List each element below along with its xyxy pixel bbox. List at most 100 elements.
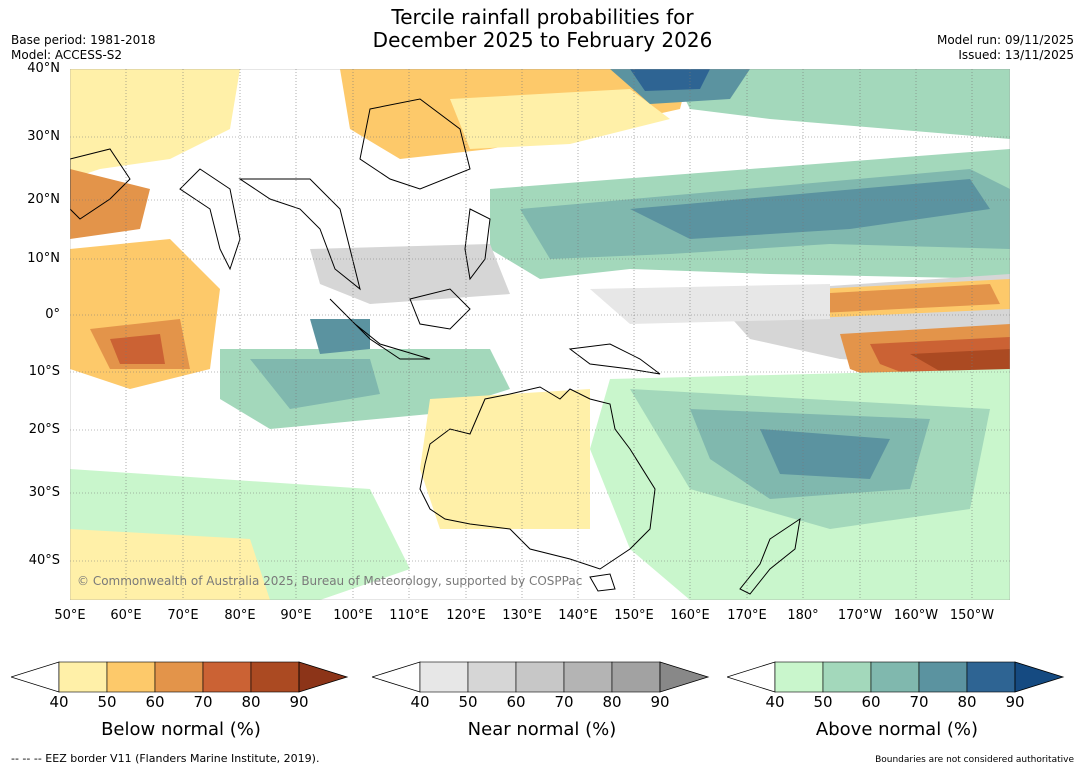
latitude-label: 10°N: [27, 251, 60, 266]
longitude-label: 90°E: [280, 608, 312, 623]
latitude-label: 40°S: [28, 553, 60, 568]
latitude-label: 20°S: [28, 422, 60, 437]
below-region: [110, 334, 165, 364]
longitude-label: 50°E: [54, 608, 86, 623]
colorbar-tick: 70: [554, 693, 574, 711]
longitude-label: 150°E: [614, 608, 654, 623]
colorbar-high-extend: [1014, 661, 1065, 693]
colorbar-swatch: [202, 661, 252, 693]
colorbar-tick: 90: [1005, 693, 1025, 711]
meta-right: Model run: 09/11/2025 Issued: 13/11/2025: [937, 33, 1074, 63]
colorbar-title: Above normal (%): [815, 719, 979, 740]
colorbar-tick: 60: [861, 693, 881, 711]
base-period: Base period: 1981-2018: [11, 33, 156, 47]
above-region: [630, 179, 990, 239]
colorbar-swatch: [774, 661, 824, 693]
colorbar-tick: 60: [506, 693, 526, 711]
colorbar-swatch: [870, 661, 920, 693]
below-region: [70, 69, 240, 179]
colorbar-swatch: [154, 661, 204, 693]
colorbar-tick: 90: [289, 693, 309, 711]
colorbar-swatch: [467, 661, 517, 693]
colorbar-tick: 70: [193, 693, 213, 711]
near-region: [590, 284, 830, 324]
colorbar-swatch: [918, 661, 968, 693]
colorbar-tick: 80: [241, 693, 261, 711]
above-region: [250, 359, 380, 409]
latitude-label: 40°N: [27, 61, 60, 76]
longitude-label: 100°E: [333, 608, 373, 623]
above-region: [760, 429, 890, 479]
longitude-label: 110°E: [389, 608, 429, 623]
colorbar-swatch: [563, 661, 613, 693]
australia-coast: [419, 386, 656, 570]
sumatra-java-coast: [329, 298, 431, 360]
below-region: [420, 389, 590, 529]
longitude-label: 170°E: [727, 608, 767, 623]
colorbar: [727, 661, 1065, 693]
colorbar-tick: 90: [650, 693, 670, 711]
boundaries-disclaimer: Boundaries are not considered authoritat…: [875, 755, 1074, 765]
longitude-label: 170°W: [837, 608, 883, 623]
colorbar-tick: 80: [602, 693, 622, 711]
colorbar-tick: 70: [909, 693, 929, 711]
issued-date: Issued: 13/11/2025: [958, 48, 1074, 62]
latitude-label: 30°S: [28, 485, 60, 500]
colorbar-swatch: [611, 661, 661, 693]
longitude-label: 130°E: [502, 608, 542, 623]
colorbar-swatch: [966, 661, 1016, 693]
colorbar-high-extend: [659, 661, 710, 693]
colorbar-tick: 50: [97, 693, 117, 711]
new-zealand-coast: [739, 517, 801, 595]
model-name: Model: ACCESS-S2: [11, 48, 123, 62]
borneo-coast: [409, 288, 471, 330]
southeast-asia-coast: [238, 178, 361, 291]
below-region: [450, 89, 670, 149]
colorbar-swatch: [822, 661, 872, 693]
map-title-line1: Tercile rainfall probabilities for: [391, 5, 694, 29]
map-title-line2: December 2025 to February 2026: [372, 28, 713, 52]
eez-note: -- -- -- EEZ border V11 (Flanders Marine…: [11, 752, 320, 765]
colorbar-tick: 40: [765, 693, 785, 711]
latitude-label: 20°N: [27, 192, 60, 207]
below-region: [70, 529, 270, 600]
colorbar-swatch: [419, 661, 469, 693]
colorbar-low-extend: [11, 661, 60, 693]
longitude-label: 80°E: [224, 608, 256, 623]
new-guinea-coast: [568, 343, 661, 375]
colorbar-low-extend: [372, 661, 421, 693]
latitude-label: 30°N: [27, 129, 60, 144]
colorbar-tick: 40: [410, 693, 430, 711]
longitude-label: 160°E: [670, 608, 710, 623]
tasmania-coast: [589, 573, 616, 592]
china-coast: [359, 98, 471, 190]
coastlines: [70, 98, 801, 595]
longitude-label: 140°E: [558, 608, 598, 623]
longitude-label: 120°E: [446, 608, 486, 623]
longitude-label: 180°: [787, 608, 819, 623]
colorbar-title: Near normal (%): [467, 719, 617, 740]
rainfall-map: [70, 69, 1010, 600]
below-region: [70, 169, 150, 239]
meta-left: Base period: 1981-2018 Model: ACCESS-S2: [11, 33, 156, 63]
longitude-label: 150°W: [949, 608, 995, 623]
longitude-label: 70°E: [167, 608, 199, 623]
model-run: Model run: 09/11/2025: [936, 33, 1074, 47]
india-coast: [179, 168, 241, 271]
colorbar-tick: 80: [957, 693, 977, 711]
philippines-coast: [464, 208, 491, 281]
colorbar: [11, 661, 349, 693]
copyright-notice: © Commonwealth of Australia 2025, Bureau…: [77, 574, 583, 588]
colorbar-swatch: [106, 661, 156, 693]
colorbar-low-extend: [727, 661, 776, 693]
graticule: [70, 69, 1010, 600]
colorbar-title: Below normal (%): [101, 719, 261, 740]
above-region: [630, 69, 710, 91]
colorbar-swatch: [58, 661, 108, 693]
latitude-label: 0°: [45, 307, 60, 322]
longitude-label: 60°E: [110, 608, 142, 623]
latitude-label: 10°S: [28, 364, 60, 379]
longitude-label: 160°W: [893, 608, 939, 623]
colorbar-swatch: [515, 661, 565, 693]
colorbar-tick: 40: [49, 693, 69, 711]
